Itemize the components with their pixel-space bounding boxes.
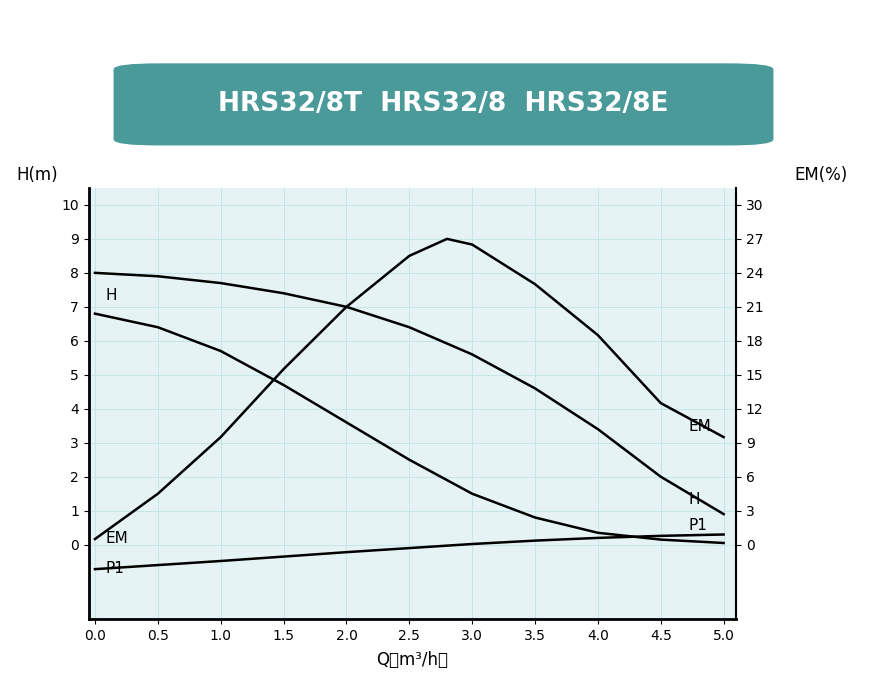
Text: HRS32/8T  HRS32/8  HRS32/8E: HRS32/8T HRS32/8 HRS32/8E: [218, 91, 668, 118]
Text: EM(%): EM(%): [794, 166, 847, 184]
Text: H: H: [688, 492, 699, 507]
Text: P1: P1: [105, 560, 124, 576]
Text: EM: EM: [688, 420, 711, 434]
Text: H(m): H(m): [16, 166, 58, 184]
Text: H: H: [105, 288, 116, 303]
X-axis label: Q（m³/h）: Q（m³/h）: [376, 651, 448, 670]
Text: EM: EM: [105, 530, 128, 546]
FancyBboxPatch shape: [114, 64, 772, 145]
Text: P1: P1: [688, 519, 706, 533]
